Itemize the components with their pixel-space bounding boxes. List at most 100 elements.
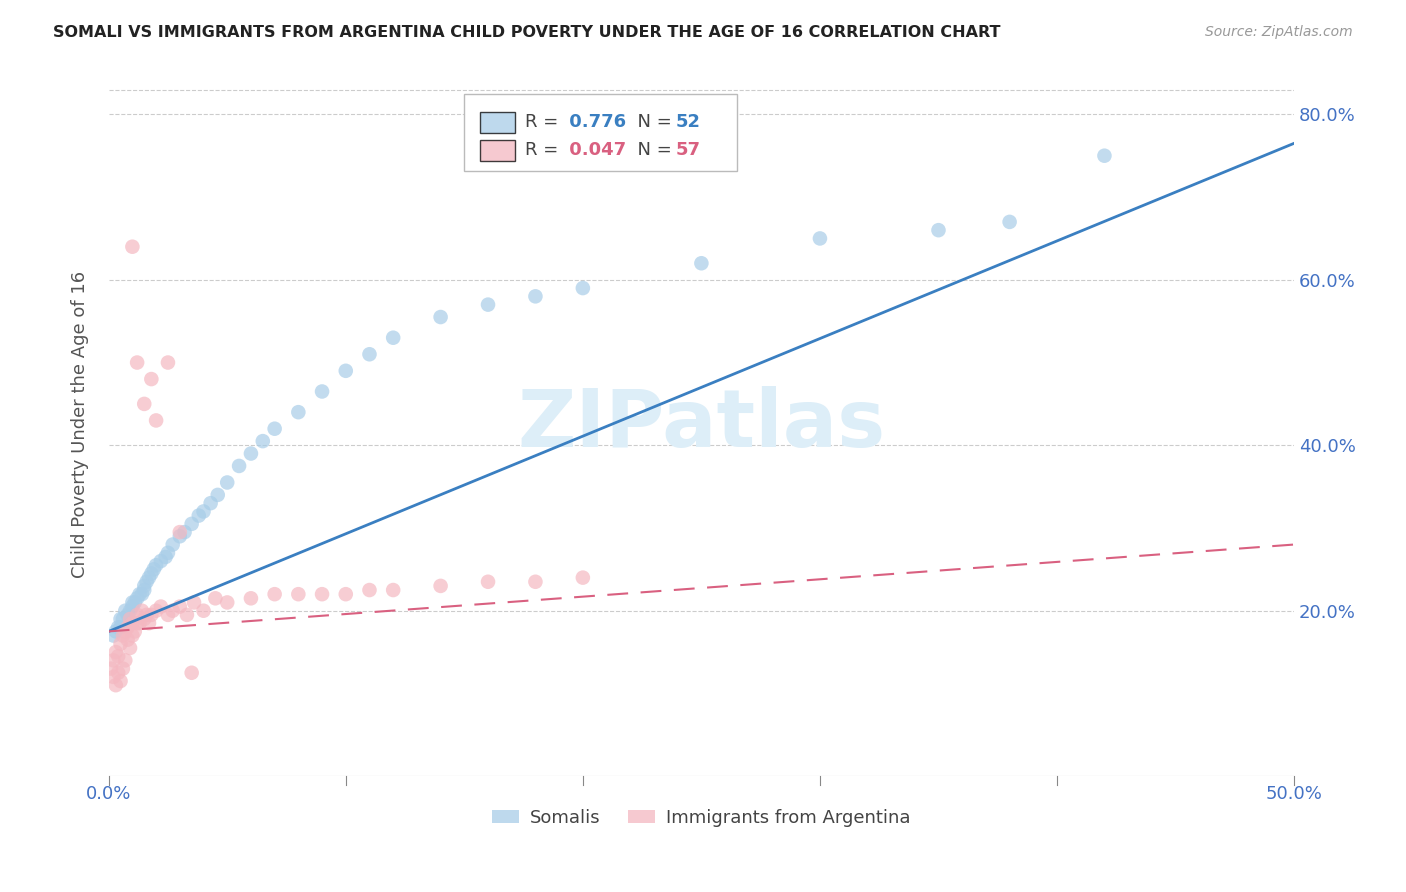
Point [359, 347, 381, 361]
Point [107, 665, 129, 680]
Point [110, 673, 132, 688]
Point [263, 587, 285, 601]
Point [114, 604, 136, 618]
Point [927, 223, 949, 237]
Point [200, 496, 222, 510]
Text: 57: 57 [675, 141, 700, 159]
Point [107, 649, 129, 664]
Point [114, 653, 136, 667]
Point [252, 434, 274, 449]
Point [169, 525, 191, 540]
Point [142, 562, 165, 576]
Point [162, 537, 184, 551]
Point [239, 591, 262, 606]
Point [121, 599, 143, 614]
Point [204, 591, 226, 606]
Point [103, 653, 125, 667]
Point [117, 620, 139, 634]
Point [141, 607, 163, 622]
Point [121, 628, 143, 642]
Point [145, 558, 167, 573]
Text: N =: N = [626, 112, 678, 130]
Point [335, 587, 357, 601]
Point [169, 599, 191, 614]
Point [176, 607, 198, 622]
Point [111, 628, 134, 642]
Point [808, 231, 831, 245]
Point [111, 662, 134, 676]
Point [118, 612, 141, 626]
FancyBboxPatch shape [464, 94, 737, 171]
Legend: Somalis, Immigrants from Argentina: Somalis, Immigrants from Argentina [485, 802, 918, 834]
Point [124, 624, 146, 639]
Point [134, 397, 156, 411]
Point [180, 665, 202, 680]
Point [156, 607, 179, 622]
Point [145, 413, 167, 427]
Text: Source: ZipAtlas.com: Source: ZipAtlas.com [1205, 25, 1353, 39]
Point [429, 579, 451, 593]
Point [335, 364, 357, 378]
Point [110, 612, 132, 626]
Point [287, 405, 309, 419]
Point [207, 488, 229, 502]
Point [111, 612, 134, 626]
Point [141, 566, 163, 581]
Point [134, 582, 156, 597]
Point [110, 637, 132, 651]
Point [524, 289, 547, 303]
Point [145, 604, 167, 618]
FancyBboxPatch shape [479, 112, 515, 133]
Point [103, 628, 125, 642]
Y-axis label: Child Poverty Under the Age of 16: Child Poverty Under the Age of 16 [72, 271, 89, 578]
Point [998, 215, 1021, 229]
FancyBboxPatch shape [479, 140, 515, 161]
Point [477, 298, 499, 312]
Point [127, 607, 149, 622]
Point [104, 678, 127, 692]
Point [118, 640, 141, 655]
Text: 0.047: 0.047 [562, 141, 626, 159]
Point [138, 571, 160, 585]
Point [287, 587, 309, 601]
Point [128, 587, 150, 601]
Point [156, 546, 179, 560]
Point [183, 595, 205, 609]
Point [311, 384, 333, 399]
Point [127, 616, 149, 631]
Point [127, 355, 149, 369]
Point [217, 475, 239, 490]
Point [134, 612, 156, 626]
Point [239, 446, 262, 460]
Point [121, 616, 143, 631]
Point [104, 624, 127, 639]
Point [193, 504, 215, 518]
Point [193, 604, 215, 618]
Point [1094, 149, 1116, 163]
Point [263, 422, 285, 436]
Text: N =: N = [626, 141, 678, 159]
Point [135, 574, 157, 589]
Point [128, 616, 150, 631]
Point [121, 240, 143, 254]
Point [110, 620, 132, 634]
Point [217, 595, 239, 609]
Point [117, 607, 139, 622]
Point [149, 599, 172, 614]
Point [228, 458, 250, 473]
Text: R =: R = [524, 112, 564, 130]
Point [173, 525, 195, 540]
Point [127, 591, 149, 606]
Text: ZIPatlas: ZIPatlas [517, 385, 886, 464]
Point [104, 645, 127, 659]
Point [118, 604, 141, 618]
Point [131, 604, 153, 618]
Text: R =: R = [524, 141, 564, 159]
Point [382, 582, 405, 597]
Point [155, 549, 177, 564]
Point [131, 587, 153, 601]
Point [107, 620, 129, 634]
Point [162, 604, 184, 618]
Text: 52: 52 [675, 112, 700, 130]
Point [572, 571, 595, 585]
